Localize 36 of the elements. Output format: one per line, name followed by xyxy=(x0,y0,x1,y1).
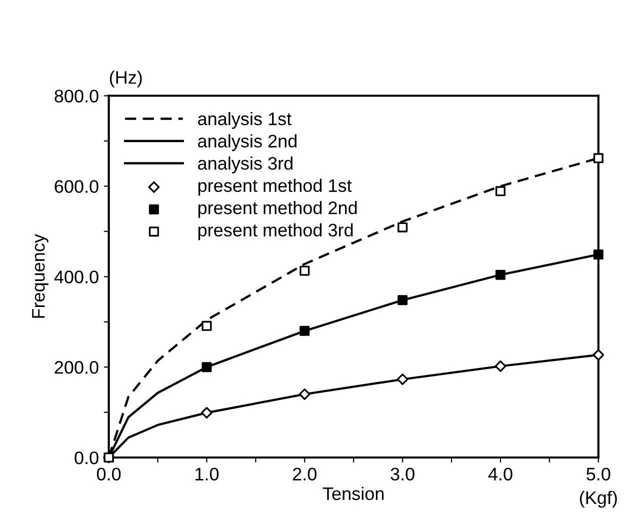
y-tick-label: 400.0 xyxy=(54,270,98,284)
x-tick-label: 3.0 xyxy=(390,468,414,481)
point xyxy=(300,326,310,336)
point xyxy=(398,222,408,232)
legend-label: analysis 1st xyxy=(198,112,292,129)
legend-label: present method 1st xyxy=(198,178,352,196)
legend-label: present method 3rd xyxy=(198,223,353,240)
y-tick-label: 0.0 xyxy=(74,451,98,464)
x-tick-label: 2.0 xyxy=(293,468,316,481)
y-tick-label: 800.0 xyxy=(54,90,98,102)
x-tick-label: 0.0 xyxy=(96,468,121,481)
point xyxy=(298,388,310,400)
x-tick-label: 5.0 xyxy=(586,468,610,481)
point xyxy=(398,295,408,306)
point xyxy=(202,320,212,331)
x-tick-label: 4.0 xyxy=(488,468,512,481)
point xyxy=(495,186,506,196)
point xyxy=(300,266,310,276)
point xyxy=(495,270,506,280)
text: (Hz) xyxy=(110,70,142,88)
point xyxy=(593,249,604,260)
point xyxy=(592,349,604,361)
y-axis-title: Frequency xyxy=(32,234,48,318)
y-tick-label: 600.0 xyxy=(54,180,98,193)
legend-label: analysis 3rd xyxy=(198,156,292,174)
legend-label: analysis 2nd xyxy=(198,134,296,152)
x-tick-label: 1.0 xyxy=(196,468,219,481)
point xyxy=(396,374,408,386)
point xyxy=(202,362,212,372)
text: (Kgf) xyxy=(580,490,617,508)
point xyxy=(200,407,212,418)
point xyxy=(494,360,506,372)
y-tick-label: 200.0 xyxy=(54,361,98,374)
point xyxy=(593,153,604,164)
legend-label: present method 2nd xyxy=(198,201,357,218)
x-axis-title: Tension xyxy=(322,486,384,500)
